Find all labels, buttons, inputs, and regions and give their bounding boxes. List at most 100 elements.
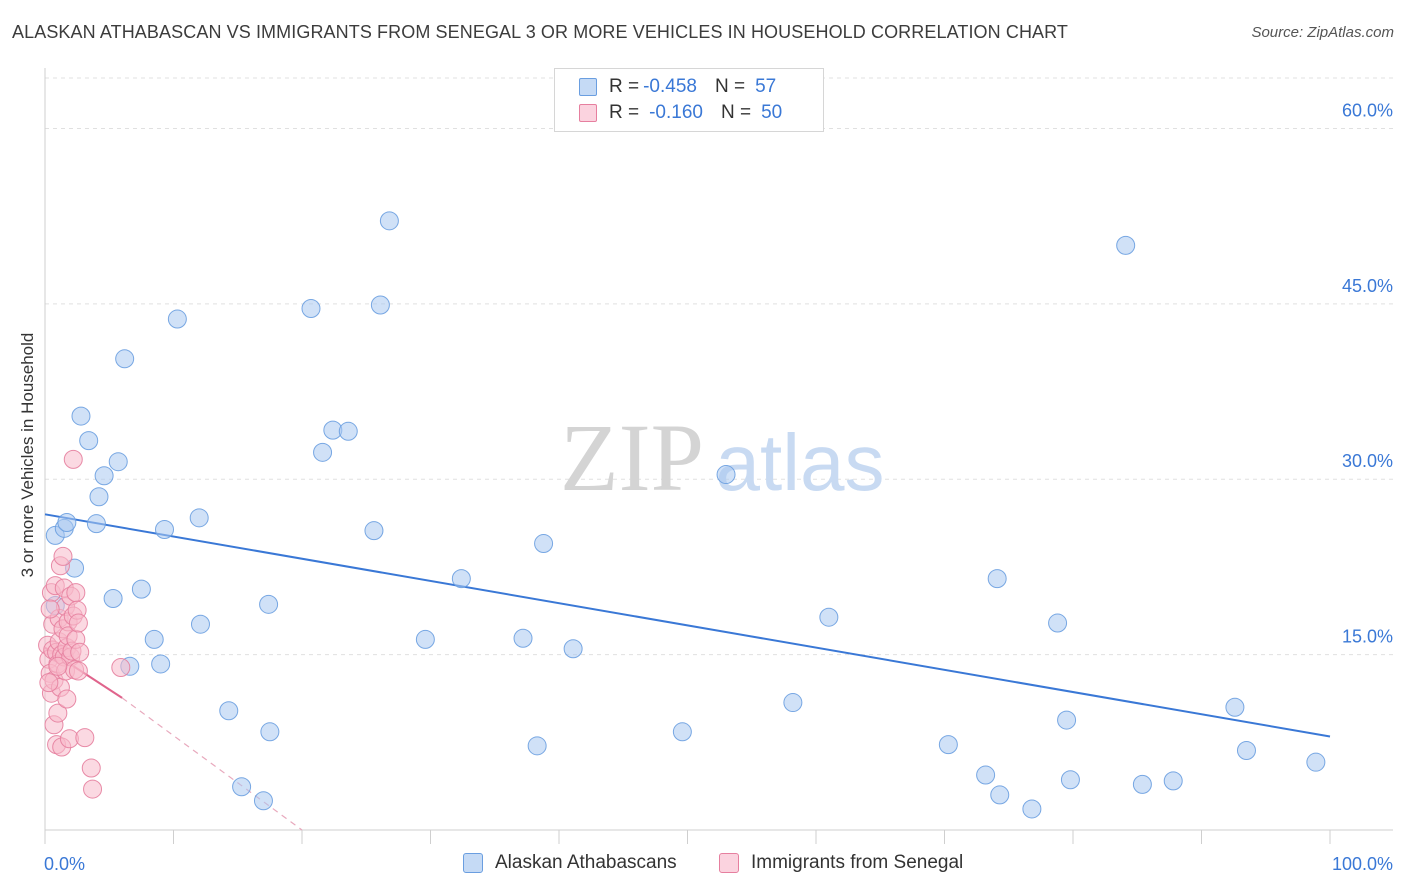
data-point [1048,613,1068,633]
x-tick-label: 0.0% [44,854,85,874]
data-point [115,349,135,369]
data-point [86,514,106,534]
data-point [219,701,239,721]
data-point [70,642,90,662]
data-point [819,607,839,627]
tick-labels: 15.0% 30.0% 45.0% 60.0% 0.0% 100.0% [44,100,1393,874]
data-point [190,614,210,634]
data-point [66,583,86,603]
data-point [301,299,321,319]
legend-n-label: N = [714,76,746,97]
data-point [57,512,77,532]
legend-r-label: R = [609,102,640,123]
legend-swatch-pink [579,104,597,122]
legend-row-senegal: R = -0.160 N = 50 [579,101,782,125]
data-point [513,628,533,648]
data-point [563,639,583,659]
data-point [987,569,1007,589]
data-point [94,466,114,486]
data-point [1225,697,1245,717]
data-point [71,406,91,426]
series-athabascan [45,211,1326,819]
data-point [131,579,151,599]
data-point [990,785,1010,805]
data-point [1022,799,1042,819]
legend-swatch-blue [579,78,597,96]
legend-r-value: -0.458 [643,76,697,97]
y-tick-label: 60.0% [1342,100,1393,120]
data-point [108,452,128,472]
y-tick-label: 30.0% [1342,451,1393,471]
bottom-legend-label: Alaskan Athabascans [495,852,677,873]
data-point [364,521,384,541]
trend-line-extension [121,697,303,831]
watermark-atlas: atlas [716,418,885,507]
data-point [415,629,435,649]
data-point [1132,774,1152,794]
data-point [259,594,279,614]
data-point [1163,771,1183,791]
legend-row-athabascan: R = -0.458 N = 57 [579,75,776,99]
data-point [1116,235,1136,255]
data-point [57,689,77,709]
stats-legend: R = -0.458 N = 57 R = -0.160 N = 50 [554,68,824,132]
data-point [938,735,958,755]
data-point [89,487,109,507]
data-point [144,629,164,649]
data-point [63,449,83,469]
data-point [103,588,123,608]
grid-lines [45,77,1393,656]
legend-n-value: 50 [761,102,783,123]
data-point [527,736,547,756]
data-point [260,722,280,742]
data-point [783,693,803,713]
data-point [48,703,68,723]
data-point [370,295,390,315]
legend-n-label: N = [720,102,752,123]
bottom-legend: Alaskan Athabascans Immigrants from Sene… [0,852,1406,876]
data-point [313,442,333,462]
data-point [534,534,554,554]
series-senegal [38,449,131,799]
data-point [672,722,692,742]
data-point [111,657,131,677]
bottom-legend-swatch-blue [463,853,483,873]
data-point [39,673,59,693]
legend-n-value: 57 [755,76,777,97]
x-tick-label: 100.0% [1332,854,1393,874]
data-point [189,508,209,528]
watermark-zip: ZIP [560,404,704,511]
data-point [976,765,996,785]
y-tick-label: 45.0% [1342,276,1393,296]
data-point [75,728,95,748]
legend-r-value: -0.160 [649,102,703,123]
data-point [338,421,358,441]
data-point [253,791,273,811]
legend-r-label: R = [609,76,640,97]
data-point [81,758,101,778]
data-point [68,661,88,681]
data-point [379,211,399,231]
bottom-legend-swatch-pink [719,853,739,873]
trend-line [44,513,1331,738]
data-point [53,546,73,566]
data-point [1306,752,1326,772]
data-point [232,777,252,797]
bottom-legend-label: Immigrants from Senegal [751,852,964,873]
data-point [1236,740,1256,760]
source-label: Source: ZipAtlas.com [1251,24,1394,41]
data-point [716,465,736,485]
data-point [83,779,103,799]
data-point [167,309,187,329]
data-point [155,520,175,540]
data-point [40,599,60,619]
axes [44,68,1393,844]
data-point [79,431,99,451]
data-point [48,656,68,676]
data-point [68,613,88,633]
y-tick-label: 15.0% [1342,627,1393,647]
data-points [38,211,1326,819]
data-point [451,569,471,589]
data-point [1057,710,1077,730]
